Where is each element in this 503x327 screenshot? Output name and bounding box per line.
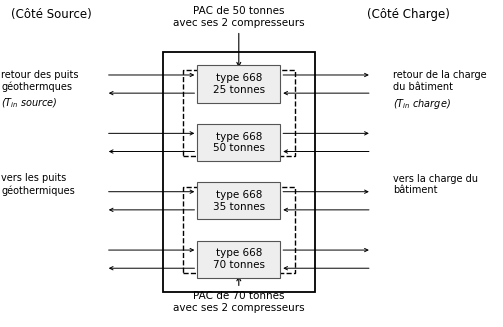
Text: (Côté Charge): (Côté Charge) (367, 8, 450, 21)
Text: ($T_{in}$ source): ($T_{in}$ source) (2, 97, 58, 110)
Text: vers les puits
géothermiques: vers les puits géothermiques (2, 174, 75, 196)
Text: type 668
35 tonnes: type 668 35 tonnes (213, 190, 265, 212)
Text: PAC de 50 tonnes
avec ses 2 compresseurs: PAC de 50 tonnes avec ses 2 compresseurs (173, 6, 305, 66)
Text: type 668
70 tonnes: type 668 70 tonnes (213, 248, 265, 270)
Bar (197, 240, 280, 278)
Bar (163, 52, 315, 292)
Bar (183, 70, 295, 156)
Text: type 668
25 tonnes: type 668 25 tonnes (213, 73, 265, 95)
Text: PAC de 70 tonnes
avec ses 2 compresseurs: PAC de 70 tonnes avec ses 2 compresseurs (173, 277, 305, 313)
Text: type 668
50 tonnes: type 668 50 tonnes (213, 132, 265, 153)
Text: (Côté Source): (Côté Source) (11, 8, 92, 21)
Bar (197, 124, 280, 161)
Text: retour de la charge
du bâtiment: retour de la charge du bâtiment (393, 70, 487, 92)
Bar (183, 187, 295, 273)
Text: ($T_{in}$ charge): ($T_{in}$ charge) (393, 96, 451, 111)
Text: vers la charge du
bâtiment: vers la charge du bâtiment (393, 174, 478, 195)
Bar (197, 65, 280, 103)
Bar (197, 182, 280, 219)
Text: retour des puits
géothermques: retour des puits géothermques (2, 70, 79, 92)
